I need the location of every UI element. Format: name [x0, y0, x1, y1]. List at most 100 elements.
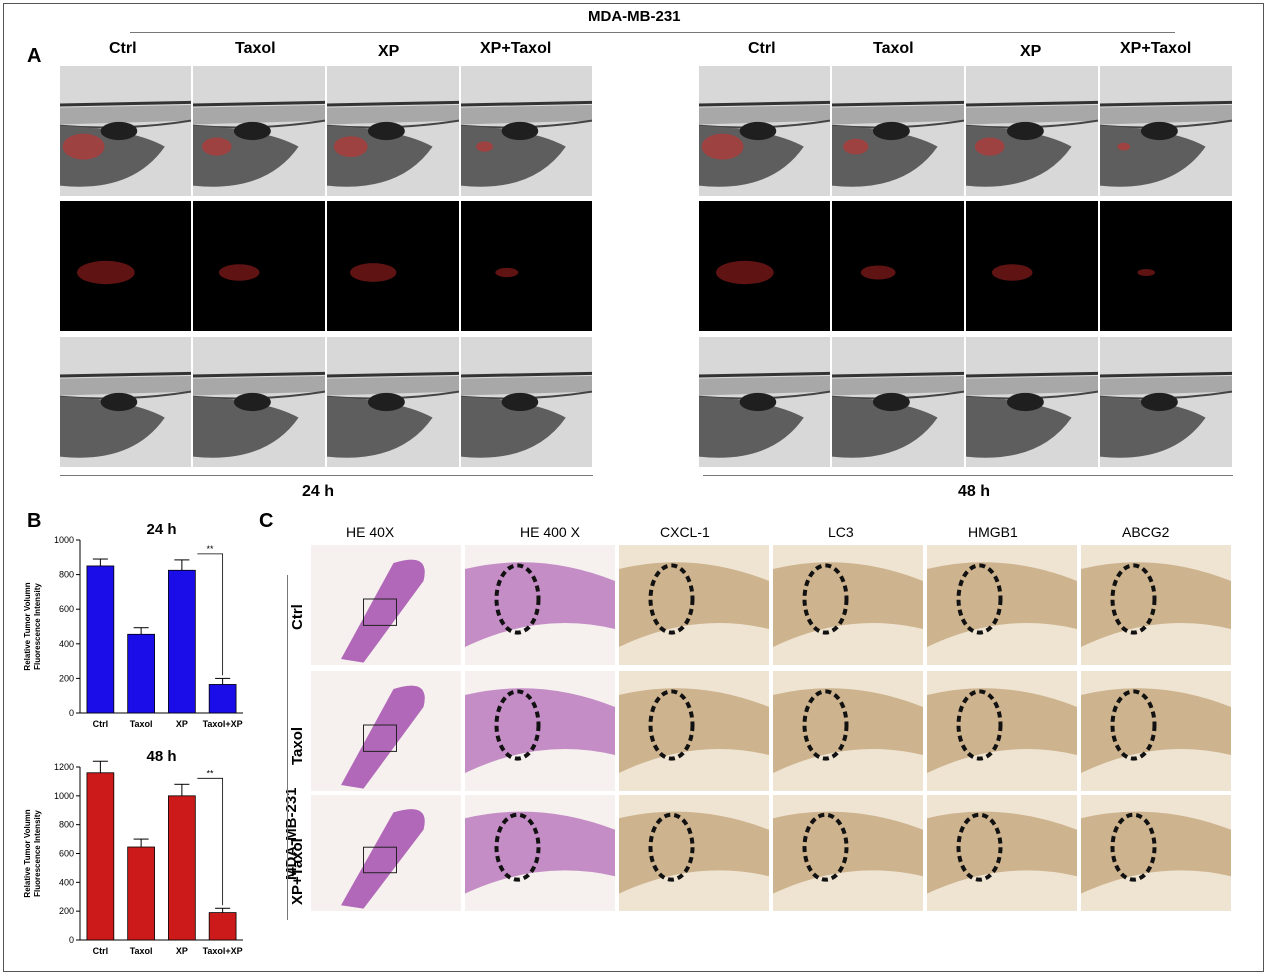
col-label-24h-ctrl: Ctrl: [109, 40, 137, 57]
gridA24-fluorescence-image-3: [327, 201, 459, 331]
chart-title: 48 h: [146, 748, 176, 765]
y-tick-label: 600: [59, 849, 74, 859]
c-tile-xp-taxol-cxcl1: [619, 795, 769, 911]
x-tick-label: Taxol+XP: [203, 719, 243, 729]
gridA24-brightfield-image-2: [193, 337, 325, 467]
gridA48-fluorescence-image-1: [699, 201, 830, 331]
bar-taxol: [127, 633, 155, 714]
gridA24-merge-image-2: [193, 66, 325, 196]
y-tick-label: 200: [59, 906, 74, 916]
col-label-24h-xp-taxol: XP+Taxol: [480, 40, 552, 57]
c-tile-ctrl-hmgb1: [927, 545, 1077, 665]
c-col-abcg2: ABCG2: [1122, 524, 1170, 540]
bar-taxol-xp: [208, 684, 237, 714]
gridA48-fluorescence-image-3: [966, 201, 1098, 331]
gridA48-fluorescence-image-4: [1100, 201, 1232, 331]
significance-bracket: [197, 553, 224, 676]
gridA24-merge-image-3: [327, 66, 459, 196]
y-tick-label: 400: [59, 639, 74, 649]
c-tile-xp-taxol-he400: [465, 795, 615, 911]
c-tile-xp-taxol-he40: [311, 795, 461, 911]
col-label-48h-taxol: Taxol: [873, 40, 914, 57]
x-tick-label: XP: [176, 946, 188, 956]
y-tick-label: 1200: [54, 762, 74, 772]
bar-taxol: [127, 846, 155, 941]
c-tile-ctrl-lc3: [773, 545, 923, 665]
x-tick-label: Ctrl: [93, 719, 109, 729]
x-tick-label: XP: [176, 719, 188, 729]
time-label-48h: 48 h: [958, 483, 991, 500]
gridA24-merge-image-1: [60, 66, 191, 196]
y-tick-label: 800: [59, 570, 74, 580]
panel-letter-a: A: [27, 45, 42, 67]
col-label-48h-ctrl: Ctrl: [748, 40, 776, 57]
bar-xp: [168, 569, 196, 714]
col-label-24h-xp: XP: [378, 43, 400, 60]
gridA24-fluorescence-image-4: [461, 201, 592, 331]
gridA24-fluorescence-image-2: [193, 201, 325, 331]
gridA24-fluorescence-image-1: [60, 201, 191, 331]
gridA48-fluorescence-image-2: [832, 201, 964, 331]
c-tile-ctrl-abcg2: [1081, 545, 1231, 665]
gridA48-merge-image-1: [699, 66, 830, 196]
c-col-he40: HE 40X: [346, 524, 395, 540]
significance-label: **: [206, 544, 214, 554]
chart-title: 24 h: [146, 521, 176, 538]
gridA48-merge-image-2: [832, 66, 964, 196]
c-row-xp-taxol: XP+Taxol: [289, 838, 306, 905]
significance-label: **: [206, 768, 214, 778]
col-label-48h-xp: XP: [1020, 43, 1042, 60]
c-col-he400: HE 400 X: [520, 524, 580, 540]
significance-bracket: [197, 777, 224, 906]
gridA48-merge-image-4: [1100, 66, 1232, 196]
y-axis-label: Relative Tumor VolumnFluorescence Intens…: [23, 809, 42, 897]
y-tick-label: 200: [59, 673, 74, 683]
c-tile-xp-taxol-lc3: [773, 795, 923, 911]
c-row-taxol: Taxol: [289, 726, 306, 765]
gridA48-brightfield-image-3: [966, 337, 1098, 467]
gridA48-brightfield-image-4: [1100, 337, 1232, 467]
gridA24-brightfield-image-4: [461, 337, 592, 467]
figure-border: [3, 3, 1264, 972]
col-label-24h-taxol: Taxol: [235, 40, 276, 57]
y-tick-label: 400: [59, 877, 74, 887]
y-tick-label: 0: [69, 708, 74, 718]
c-tile-taxol-he400: [465, 671, 615, 791]
rule-24h: [60, 475, 593, 476]
x-tick-label: Taxol: [130, 946, 153, 956]
panel-letter-b: B: [27, 510, 42, 532]
c-row-ctrl: Ctrl: [289, 604, 306, 630]
panel-letter-c: C: [259, 510, 274, 532]
bar-xp: [168, 795, 196, 941]
c-tile-taxol-he40: [311, 671, 461, 791]
x-tick-label: Taxol: [130, 719, 153, 729]
header-rule: [130, 32, 1175, 33]
x-tick-label: Ctrl: [93, 946, 109, 956]
gridA24-brightfield-image-3: [327, 337, 459, 467]
c-col-hmgb1: HMGB1: [968, 524, 1018, 540]
y-tick-label: 800: [59, 820, 74, 830]
bar-taxol-xp: [208, 912, 237, 941]
col-label-48h-xp-taxol: XP+Taxol: [1120, 40, 1192, 57]
y-tick-label: 0: [69, 935, 74, 945]
c-tile-ctrl-he400: [465, 545, 615, 665]
gridA24-merge-image-4: [461, 66, 592, 196]
c-tile-taxol-abcg2: [1081, 671, 1231, 791]
c-tile-ctrl-cxcl1: [619, 545, 769, 665]
bar-ctrl: [86, 772, 115, 941]
bar-chart-48h: 48 h 0 200 400 600 800 1000 1200 Relative Tumor …: [23, 748, 243, 956]
gridA48-brightfield-image-2: [832, 337, 964, 467]
c-tile-taxol-hmgb1: [927, 671, 1077, 791]
time-label-24h: 24 h: [302, 483, 335, 500]
bar-ctrl: [86, 565, 115, 714]
x-tick-label: Taxol+XP: [203, 946, 243, 956]
y-axis-label: Relative Tumor VolumnFluorescence Intens…: [23, 582, 42, 670]
c-tile-ctrl-he40: [311, 545, 461, 665]
c-row-group-rule: [287, 575, 288, 920]
y-tick-label: 1000: [54, 791, 74, 801]
c-col-lc3: LC3: [828, 524, 854, 540]
gridA24-brightfield-image-1: [60, 337, 191, 467]
c-tile-taxol-lc3: [773, 671, 923, 791]
c-tile-xp-taxol-hmgb1: [927, 795, 1077, 911]
